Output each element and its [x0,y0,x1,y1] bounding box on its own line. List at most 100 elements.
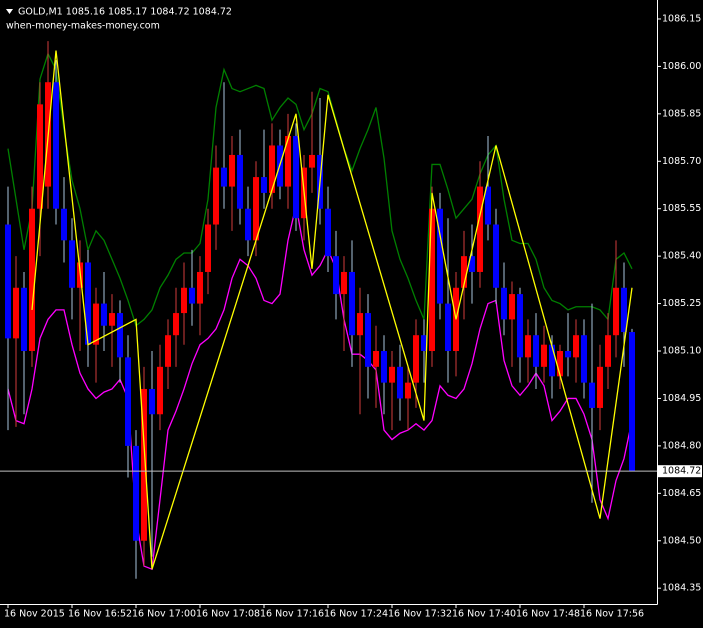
x-tick-label: 16 Nov 17:00 [132,609,196,620]
x-tick-label: 16 Nov 17:24 [324,609,388,620]
candle-body [365,313,371,367]
candle-body [509,294,515,320]
candle-body [613,287,619,336]
candle-body [389,366,395,383]
candle-body [397,366,403,399]
candle-body [461,256,467,288]
candle-body [141,388,147,541]
candle-body [349,271,355,336]
y-tick-label: 1085.55 [662,203,701,214]
candle-body [605,335,611,367]
candle-body [213,167,219,225]
candle-body [117,313,123,358]
last-price-box [658,465,702,478]
x-tick-label: 16 Nov 17:56 [580,609,644,620]
y-tick-label: 1086.00 [662,61,701,72]
candle-body [445,303,451,352]
candle-body [565,351,571,358]
y-tick-label: 1084.35 [662,583,701,594]
candle-body [29,208,35,352]
candle-body [533,335,539,367]
candle-body [69,240,75,288]
menu-triangle [6,9,13,14]
candle-body [581,335,587,383]
candle-body [109,313,115,326]
candle-body [157,366,163,415]
candle-body [341,271,347,295]
candle-body [245,208,251,241]
candle-body [381,351,387,383]
candle-body [165,335,171,367]
candle-body [101,303,107,326]
candle-body [589,382,595,408]
x-tick-label: 16 Nov 2015 [4,609,65,620]
chart-title: GOLD,M1 1085.16 1085.17 1084.72 1084.72 [18,7,232,18]
zigzag-line [31,50,633,570]
indicator-line [7,205,633,571]
candle-body [421,335,427,352]
candle-body [541,344,547,367]
candle-body [37,104,43,209]
candle-body [53,82,59,209]
candle-body [621,287,627,333]
chart-subtitle: when-money-makes-money.com [6,21,160,32]
candle-body [197,271,203,304]
last-price-label: 1084.72 [662,466,701,477]
candle-body [333,256,339,295]
y-tick-label: 1084.50 [662,535,701,546]
candle-body [5,224,11,339]
candle-body [557,351,563,377]
candle-body [133,445,139,541]
candle-body [13,287,19,339]
candle-body [325,208,331,257]
x-tick-label: 16 Nov 17:16 [260,609,324,620]
candle-body [93,303,99,345]
candle-body [573,335,579,358]
y-tick-label: 1084.65 [662,488,701,499]
indicator-line [7,52,633,327]
candle-body [405,382,411,399]
candle-body [85,262,91,345]
candle-body [21,287,27,352]
candle-body [549,344,555,377]
y-tick-label: 1084.95 [662,393,701,404]
candle-body [469,256,475,272]
candle-body [189,287,195,304]
candle-body [173,313,179,336]
candle-body [429,208,435,352]
y-tick-label: 1084.80 [662,440,701,451]
candle-body [597,366,603,408]
candle-body [357,313,363,336]
y-tick-label: 1085.10 [662,346,701,357]
candle-body [181,287,187,314]
candle-body [261,177,267,193]
candle-body [285,135,291,187]
x-tick-label: 16 Nov 17:08 [196,609,260,620]
x-tick-label: 16 Nov 17:48 [516,609,580,620]
candle-body [229,154,235,187]
candle-body [253,177,259,241]
candle-body [493,224,499,288]
candle-body [205,224,211,272]
candle-body [413,335,419,383]
candle-body [149,388,155,415]
y-tick-label: 1085.85 [662,108,701,119]
candle-body [269,145,275,193]
candle-body [485,186,491,225]
x-tick-label: 16 Nov 17:40 [452,609,516,620]
y-tick-label: 1085.25 [662,298,701,309]
candle-body [437,208,443,304]
candle-body [501,287,507,320]
candle-body [237,154,243,209]
candle-body [373,351,379,367]
y-tick-label: 1085.40 [662,251,701,262]
x-tick-label: 16 Nov 17:32 [388,609,452,620]
candle-body [61,208,67,241]
candle-body [629,332,635,472]
candle-body [309,154,315,168]
y-tick-label: 1085.70 [662,156,701,167]
candle-body [293,135,299,219]
y-tick-label: 1086.15 [662,13,701,24]
